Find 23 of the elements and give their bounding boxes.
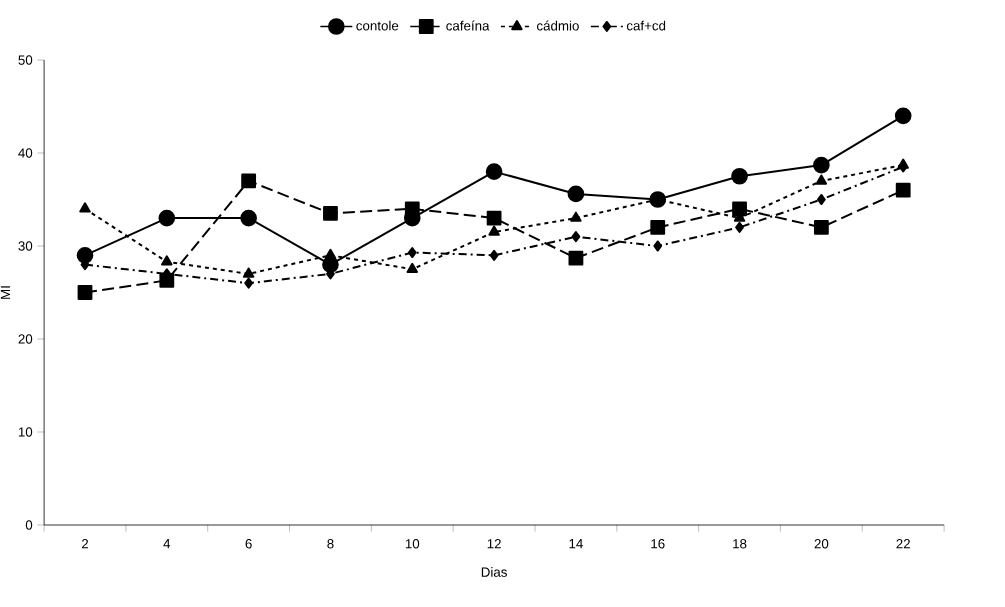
x-tick-label: 20 <box>814 539 829 549</box>
x-tick-label: 2 <box>81 539 89 549</box>
y-tick-label: 20 <box>18 334 33 344</box>
x-tick-label: 12 <box>487 539 501 549</box>
x-tick-label: 6 <box>245 539 252 549</box>
y-tick-label: 50 <box>18 55 33 65</box>
y-tick-label: 0 <box>25 520 33 530</box>
legend-label: cafeína <box>446 20 490 31</box>
x-axis-title: Dias <box>481 567 507 577</box>
y-tick-label: 30 <box>18 241 33 251</box>
y-tick-label: 10 <box>18 427 33 437</box>
x-tick-label: 18 <box>733 539 747 549</box>
legend-label: caf+cd <box>626 20 666 31</box>
y-tick-label: 40 <box>18 148 33 158</box>
legend-label: cádmio <box>536 20 579 31</box>
x-tick-label: 16 <box>651 539 665 549</box>
x-tick-label: 4 <box>163 539 171 549</box>
x-tick-label: 14 <box>569 539 583 549</box>
legend-label: contole <box>356 20 399 31</box>
x-tick-label: 8 <box>327 539 334 549</box>
x-tick-label: 10 <box>405 539 420 549</box>
x-tick-label: 22 <box>896 539 910 549</box>
y-axis-title: MI <box>0 286 11 299</box>
